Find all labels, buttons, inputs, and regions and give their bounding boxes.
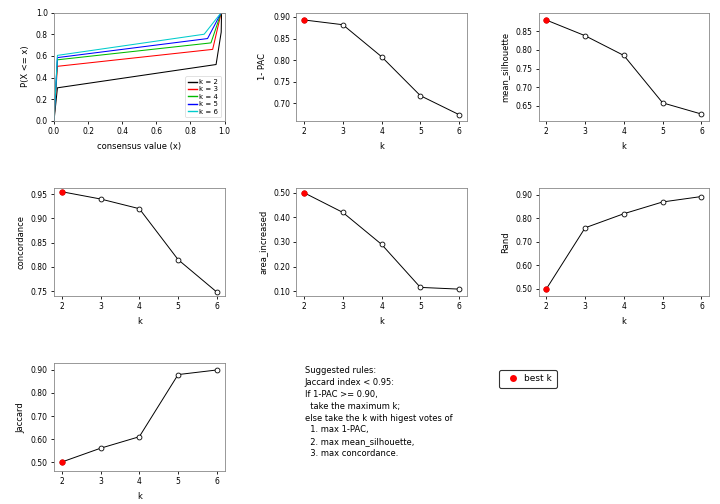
X-axis label: k: k [379, 317, 384, 326]
Legend: k = 2, k = 3, k = 4, k = 5, k = 6: k = 2, k = 3, k = 4, k = 5, k = 6 [186, 76, 221, 117]
X-axis label: k: k [137, 317, 142, 326]
Y-axis label: area_increased: area_increased [258, 210, 268, 274]
X-axis label: k: k [379, 142, 384, 151]
Text: Suggested rules:
Jaccard index < 0.95:
If 1-PAC >= 0.90,
  take the maximum k;
e: Suggested rules: Jaccard index < 0.95: I… [305, 366, 452, 458]
X-axis label: k: k [621, 317, 626, 326]
Legend: best k: best k [499, 370, 557, 388]
Y-axis label: Jaccard: Jaccard [16, 402, 25, 432]
X-axis label: consensus value (x): consensus value (x) [97, 142, 181, 151]
X-axis label: k: k [137, 492, 142, 501]
Y-axis label: 1- PAC: 1- PAC [258, 53, 268, 80]
Y-axis label: mean_silhouette: mean_silhouette [501, 32, 510, 102]
Y-axis label: concordance: concordance [16, 215, 25, 269]
X-axis label: k: k [621, 142, 626, 151]
Y-axis label: Rand: Rand [501, 231, 510, 253]
Y-axis label: P(X <= x): P(X <= x) [21, 46, 30, 88]
